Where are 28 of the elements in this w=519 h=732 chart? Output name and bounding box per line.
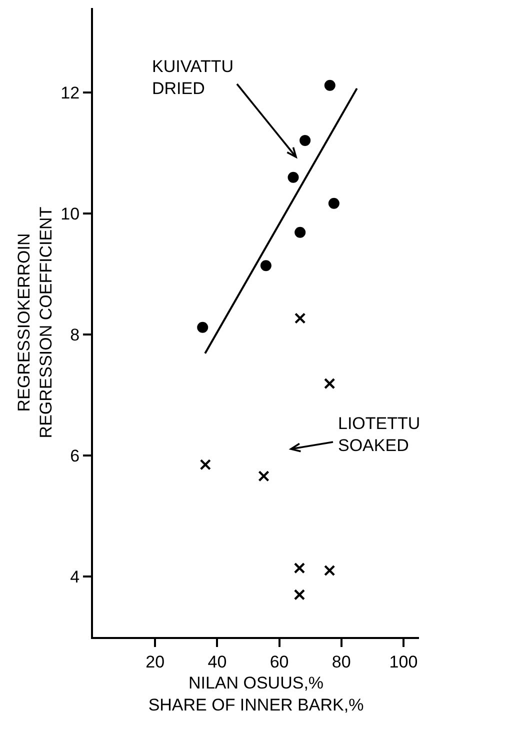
- point: [294, 589, 306, 600]
- annotation: KUIVATTU DRIED: [152, 57, 234, 98]
- annotation: LIOTETTU SOAKED: [338, 414, 420, 456]
- point: [200, 459, 211, 470]
- x-tick-label: 60: [270, 652, 289, 672]
- point: [294, 226, 306, 238]
- y-tick-label: 6: [70, 446, 80, 466]
- y-tick-label: 4: [70, 567, 80, 586]
- x-tick-label: 80: [332, 652, 351, 672]
- point: [197, 322, 208, 333]
- y-tick-label: 12: [60, 84, 80, 103]
- point: [288, 172, 299, 183]
- point: [324, 564, 336, 576]
- point: [328, 198, 340, 209]
- point: [258, 470, 270, 482]
- point: [260, 260, 272, 272]
- y-tick-label: 10: [60, 204, 80, 224]
- y-axis-title: REGRESSIOKERROIN REGRESSION COEFFICIENT: [14, 206, 56, 438]
- x-axis-title: NILAN OSUUS,% SHARE OF INNER BARK,%: [148, 673, 364, 714]
- x-tick-label: 40: [208, 652, 227, 672]
- x-tick-label: 20: [146, 652, 165, 672]
- point: [294, 562, 306, 574]
- point: [324, 80, 336, 91]
- point: [324, 378, 336, 390]
- point: [294, 312, 306, 324]
- x-tick-label: 100: [389, 652, 418, 672]
- y-tick-label: 8: [70, 326, 80, 345]
- point: [300, 134, 311, 146]
